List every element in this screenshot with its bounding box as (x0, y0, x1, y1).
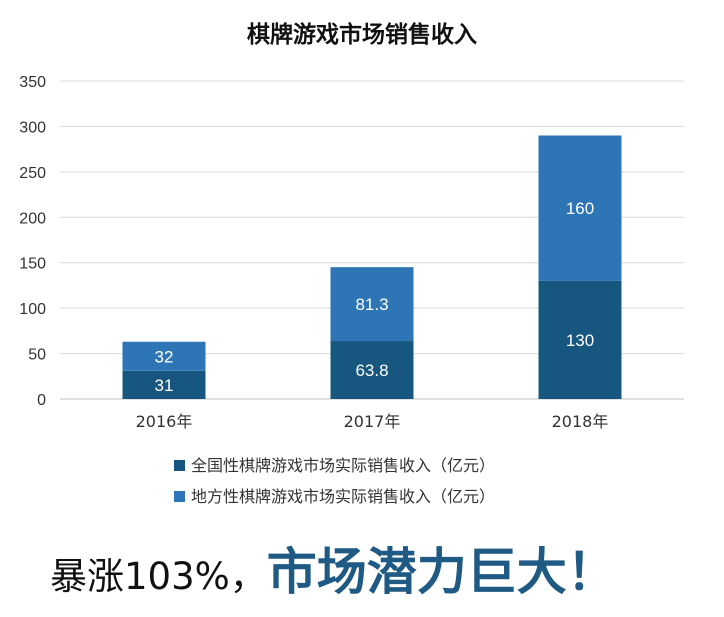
data-label: 160 (566, 199, 594, 218)
slogan-highlight-text: 市场潜力巨大！ (266, 543, 617, 601)
legend-swatch (174, 491, 185, 502)
slogan-normal-text: 暴涨103%， (50, 555, 267, 598)
stacked-bar-chart: 棋牌游戏市场销售收入 0 50 100 150 200 250 300 350 31 32 63.… (19, 21, 684, 506)
data-label: 32 (155, 347, 174, 366)
y-tick-label: 100 (19, 301, 46, 318)
y-tick-label: 150 (19, 256, 46, 273)
data-label: 31 (155, 376, 174, 395)
bar-segment-national-2 (330, 341, 414, 399)
y-tick-label: 250 (19, 165, 46, 182)
y-tick-label: 200 (19, 210, 46, 227)
slogan: 暴涨103%，市场潜力巨大！ (50, 532, 617, 604)
bar-segment-national-3 (538, 280, 622, 399)
x-category-label: 2018年 (552, 412, 609, 431)
data-label: 81.3 (355, 295, 388, 314)
chart-title: 棋牌游戏市场销售收入 (247, 21, 477, 48)
y-tick-label: 350 (19, 74, 46, 91)
x-category-label: 2016年 (136, 412, 193, 431)
y-tick-label: 300 (19, 119, 46, 136)
bar-segment-national-1 (122, 370, 206, 399)
legend-label: 地方性棋牌游戏市场实际销售收入（亿元） (191, 487, 495, 506)
legend-label: 全国性棋牌游戏市场实际销售收入（亿元） (191, 456, 495, 475)
x-category-label: 2017年 (344, 412, 401, 431)
bar-segment-local-2 (330, 267, 414, 342)
y-tick-label: 50 (28, 347, 46, 364)
legend-swatch (174, 460, 185, 471)
bar-segment-local-3 (538, 135, 622, 281)
y-tick-label: 0 (37, 392, 46, 409)
data-label: 63.8 (355, 361, 388, 380)
bar-segment-local-1 (122, 341, 206, 371)
data-label: 130 (566, 331, 594, 350)
